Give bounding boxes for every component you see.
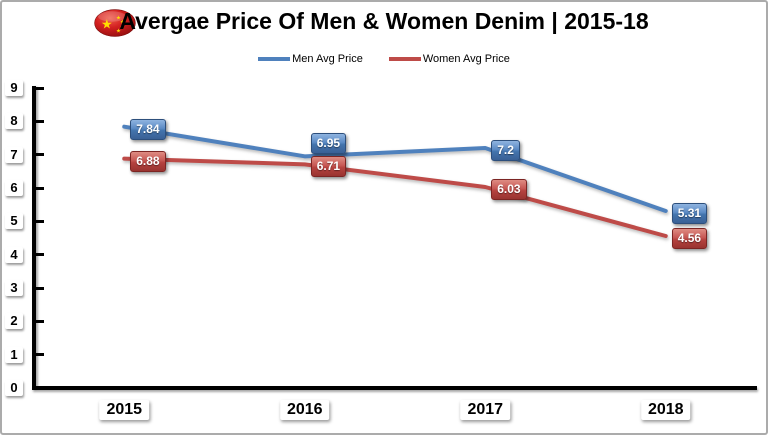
y-axis-label-3: 3 <box>5 280 23 296</box>
legend-item-men: Men Avg Price <box>258 53 363 65</box>
data-label-1-2015: 6.88 <box>130 150 166 172</box>
data-label-0-2016: 6.95 <box>310 133 347 155</box>
legend-label-men: Men Avg Price <box>292 53 363 65</box>
x-axis-label-2017: 2017 <box>460 400 511 420</box>
series-line-0 <box>122 124 668 213</box>
svg-text:★: ★ <box>116 29 121 35</box>
y-axis-line <box>32 86 36 388</box>
data-label-1-2018: 4.56 <box>671 228 708 249</box>
data-label-1-2017: 6.03 <box>491 179 527 200</box>
chart-legend: Men Avg Price Women Avg Price <box>2 53 766 65</box>
y-axis-label-6: 6 <box>5 180 23 196</box>
svg-text:★: ★ <box>101 18 113 33</box>
x-axis-label-2015: 2015 <box>99 400 150 420</box>
legend-item-women: Women Avg Price <box>388 53 510 65</box>
x-axis-label-2018: 2018 <box>640 400 691 420</box>
y-axis-tick-5 <box>36 219 44 223</box>
x-axis-label-2016: 2016 <box>279 400 330 420</box>
y-axis-tick-2 <box>36 319 44 323</box>
data-label-0-2017: 7.2 <box>491 140 520 161</box>
women-series-swatch <box>388 57 421 61</box>
y-axis-tick-7 <box>36 153 44 157</box>
y-axis-tick-4 <box>36 253 44 257</box>
y-axis-label-5: 5 <box>5 213 23 230</box>
svg-text:★: ★ <box>120 20 125 26</box>
data-label-0-2018: 5.31 <box>671 203 708 224</box>
y-axis-tick-3 <box>36 286 44 290</box>
y-axis-label-1: 1 <box>5 346 23 363</box>
china-flag-icon: ★ ★ ★ ★ ★ <box>94 9 136 37</box>
y-axis-label-8: 8 <box>5 113 23 130</box>
series-line-1 <box>122 156 668 238</box>
y-axis-label-2: 2 <box>5 313 23 330</box>
men-series-swatch <box>258 57 291 61</box>
y-axis-tick-6 <box>36 186 44 190</box>
y-axis-tick-8 <box>36 119 44 123</box>
y-axis-tick-9 <box>36 86 44 90</box>
svg-text:★: ★ <box>116 16 121 22</box>
y-axis-label-9: 9 <box>5 80 23 96</box>
y-axis-tick-1 <box>36 353 44 357</box>
chart-title: Avergae Price Of Men & Women Denim | 201… <box>119 8 649 34</box>
x-axis-line <box>32 386 757 390</box>
y-axis-label-7: 7 <box>5 146 23 163</box>
y-axis-label-0: 0 <box>5 380 23 396</box>
data-label-1-2016: 6.71 <box>310 156 347 178</box>
y-axis-label-4: 4 <box>5 246 23 263</box>
svg-text:★: ★ <box>120 25 125 31</box>
data-label-0-2015: 7.84 <box>130 118 166 140</box>
legend-label-women: Women Avg Price <box>422 53 510 65</box>
